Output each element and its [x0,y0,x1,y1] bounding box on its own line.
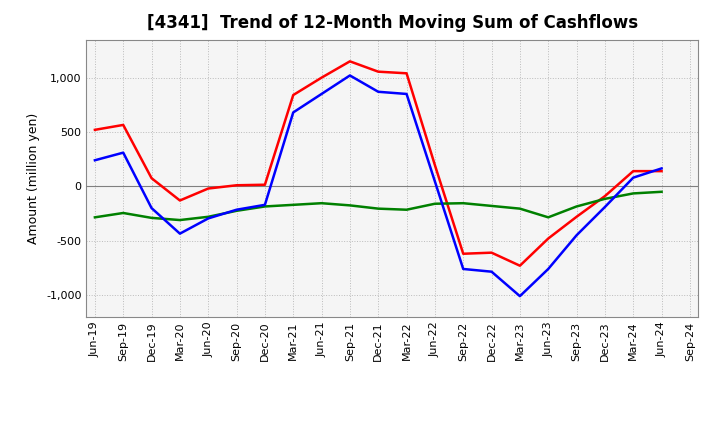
Free Cashflow [544,266,552,271]
Free Cashflow [91,158,99,163]
Free Cashflow [176,231,184,236]
Operating Cashflow [289,92,297,98]
Line: Free Cashflow: Free Cashflow [95,76,662,296]
Operating Cashflow [176,198,184,203]
Investing Cashflow [148,215,156,220]
Free Cashflow [600,204,609,209]
Free Cashflow [318,92,326,97]
Investing Cashflow [261,204,269,209]
Title: [4341]  Trend of 12-Month Moving Sum of Cashflows: [4341] Trend of 12-Month Moving Sum of C… [147,15,638,33]
Free Cashflow [657,166,666,171]
Investing Cashflow [318,201,326,206]
Operating Cashflow [544,236,552,241]
Operating Cashflow [261,182,269,187]
Y-axis label: Amount (million yen): Amount (million yen) [27,113,40,244]
Free Cashflow [289,110,297,115]
Operating Cashflow [459,251,467,257]
Investing Cashflow [374,206,382,211]
Free Cashflow [346,73,354,78]
Investing Cashflow [91,215,99,220]
Operating Cashflow [204,186,212,191]
Investing Cashflow [572,204,581,209]
Free Cashflow [516,293,524,299]
Investing Cashflow [459,201,467,206]
Operating Cashflow [91,127,99,132]
Free Cashflow [629,175,637,180]
Operating Cashflow [233,183,241,188]
Operating Cashflow [431,162,439,168]
Free Cashflow [431,179,439,184]
Investing Cashflow [487,203,496,209]
Operating Cashflow [318,75,326,80]
Free Cashflow [459,266,467,271]
Operating Cashflow [657,169,666,174]
Operating Cashflow [600,194,609,199]
Operating Cashflow [572,214,581,220]
Line: Operating Cashflow: Operating Cashflow [95,61,662,266]
Free Cashflow [572,233,581,238]
Operating Cashflow [346,59,354,64]
Free Cashflow [119,150,127,155]
Investing Cashflow [119,210,127,216]
Investing Cashflow [431,201,439,206]
Free Cashflow [402,92,411,97]
Investing Cashflow [600,196,609,202]
Free Cashflow [261,202,269,208]
Investing Cashflow [233,208,241,213]
Investing Cashflow [516,206,524,211]
Free Cashflow [487,269,496,274]
Operating Cashflow [629,169,637,174]
Line: Investing Cashflow: Investing Cashflow [95,192,662,220]
Operating Cashflow [516,263,524,268]
Free Cashflow [233,207,241,213]
Operating Cashflow [487,250,496,255]
Free Cashflow [204,216,212,221]
Investing Cashflow [289,202,297,208]
Investing Cashflow [629,191,637,196]
Operating Cashflow [119,122,127,128]
Operating Cashflow [402,71,411,76]
Operating Cashflow [148,176,156,181]
Free Cashflow [374,89,382,95]
Investing Cashflow [657,189,666,194]
Investing Cashflow [402,207,411,213]
Investing Cashflow [346,203,354,208]
Free Cashflow [148,205,156,211]
Investing Cashflow [176,217,184,223]
Investing Cashflow [544,215,552,220]
Operating Cashflow [374,69,382,74]
Investing Cashflow [204,214,212,220]
